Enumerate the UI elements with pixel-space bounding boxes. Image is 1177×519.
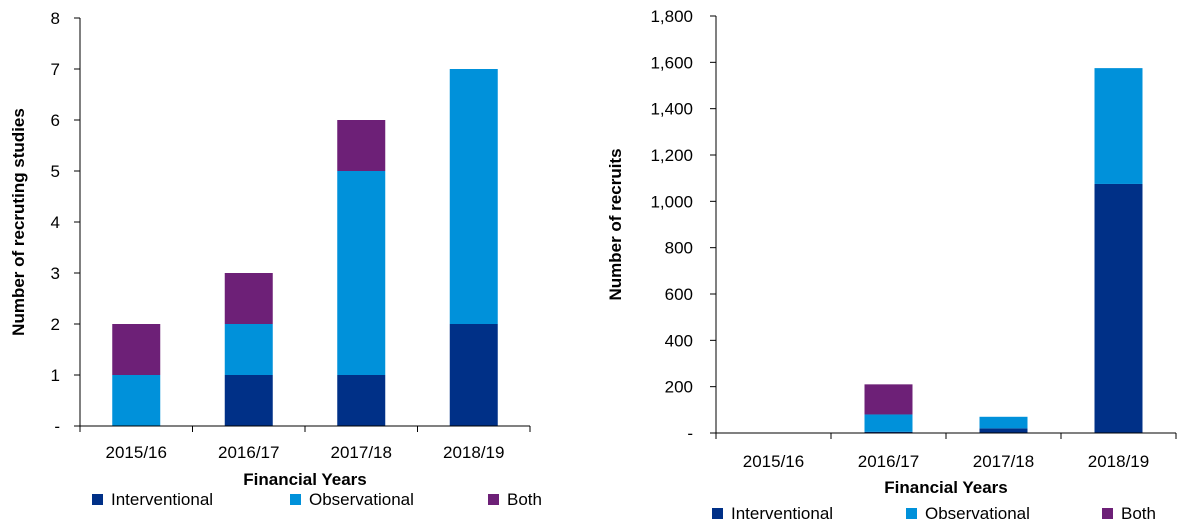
right-x-tick-label: 2017/18 <box>973 452 1034 471</box>
left-y-tick-label: 6 <box>51 111 60 130</box>
right-x-axis-title: Financial Years <box>884 478 1007 497</box>
left-legend-label-interventional: Interventional <box>111 490 213 509</box>
right-y-tick-label: 200 <box>665 378 693 397</box>
right-legend-label-observational: Observational <box>925 504 1030 519</box>
left-bar-both-0 <box>112 324 161 375</box>
left-y-tick-label: 4 <box>51 213 60 232</box>
left-x-tick-label: 2015/16 <box>106 443 167 462</box>
left-chart: - 1 2 3 4 5 6 7 8 2015/16 2016/17 2017/18 2018/19 Fin… <box>9 9 542 509</box>
left-x-tick-label: 2018/19 <box>443 443 504 462</box>
right-bar-observational-2 <box>979 416 1028 429</box>
right-x-tick-label: 2016/17 <box>858 452 919 471</box>
right-y-tick-label: 1,600 <box>650 53 693 72</box>
left-legend-swatch-interventional <box>92 494 103 505</box>
left-legend-label-both: Both <box>507 490 542 509</box>
right-y-tick-label: 1,800 <box>650 7 693 26</box>
right-y-tick-label: - <box>687 424 693 443</box>
right-y-axis-title: Number of recruits <box>606 148 625 300</box>
left-y-axis-title: Number of recruting studies <box>9 108 28 336</box>
left-bar-observational-1 <box>224 324 273 375</box>
right-bar-both-1 <box>864 384 913 415</box>
left-x-tick-label: 2016/17 <box>218 443 279 462</box>
right-bar-interventional-1 <box>864 431 913 433</box>
left-bar-observational-2 <box>337 171 386 375</box>
left-x-axis-title: Financial Years <box>243 470 366 489</box>
right-x-tick-label: 2015/16 <box>743 452 804 471</box>
right-legend-label-both: Both <box>1121 504 1156 519</box>
right-bar-interventional-2 <box>979 428 1028 433</box>
right-bar-observational-1 <box>864 414 913 432</box>
left-bar-observational-0 <box>112 375 161 426</box>
left-y-tick-label: 1 <box>51 366 60 385</box>
left-legend-swatch-observational <box>290 494 301 505</box>
right-legend-swatch-both <box>1102 508 1113 519</box>
left-y-tick-label: 5 <box>51 162 60 181</box>
right-y-tick-label: 400 <box>665 331 693 350</box>
right-legend-swatch-observational <box>906 508 917 519</box>
right-y-tick-label: 1,200 <box>650 146 693 165</box>
left-y-tick-label: 7 <box>51 60 60 79</box>
left-x-tick-label: 2017/18 <box>331 443 392 462</box>
right-legend-label-interventional: Interventional <box>731 504 833 519</box>
right-bar-observational-3 <box>1094 68 1143 184</box>
left-y-tick-label: - <box>54 417 60 436</box>
left-bar-both-2 <box>337 120 386 171</box>
left-legend-swatch-both <box>488 494 499 505</box>
right-chart: - 200 400 600 800 1,000 1,200 1,400 1,600 1,800 20… <box>606 7 1177 519</box>
right-y-tick-label: 1,400 <box>650 100 693 119</box>
left-bar-observational-3 <box>449 69 498 324</box>
right-y-tick-label: 1,000 <box>650 192 693 211</box>
right-y-tick-label: 800 <box>665 239 693 258</box>
left-y-tick-label: 2 <box>51 315 60 334</box>
right-legend-swatch-interventional <box>712 508 723 519</box>
left-legend-label-observational: Observational <box>309 490 414 509</box>
right-y-tick-label: 600 <box>665 285 693 304</box>
left-y-tick-label: 8 <box>51 9 60 28</box>
right-bar-interventional-3 <box>1094 183 1143 433</box>
right-x-tick-label: 2018/19 <box>1088 452 1149 471</box>
left-bar-interventional-1 <box>224 375 273 426</box>
left-y-tick-label: 3 <box>51 264 60 283</box>
left-bar-interventional-3 <box>449 324 498 426</box>
left-bar-both-1 <box>224 273 273 324</box>
left-bar-interventional-2 <box>337 375 386 426</box>
